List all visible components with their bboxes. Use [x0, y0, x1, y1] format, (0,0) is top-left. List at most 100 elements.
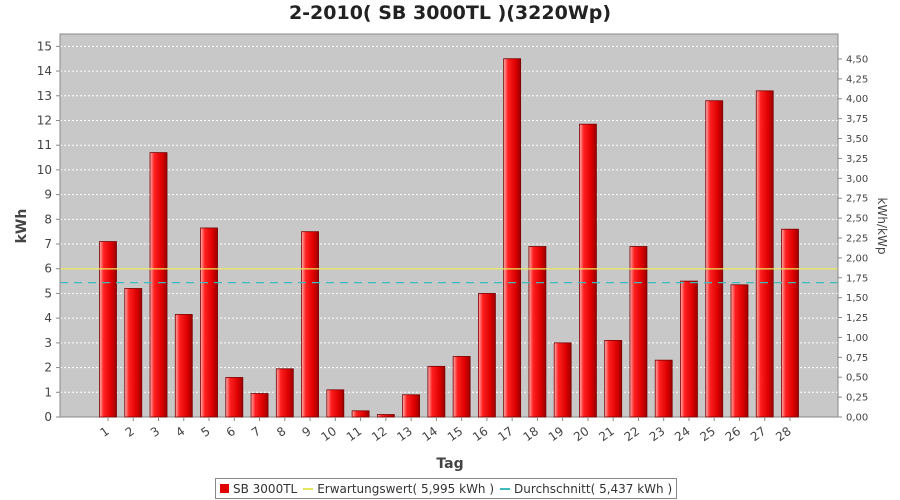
bar-day-20 [579, 123, 597, 418]
y2-tick-label-9: 2,25 [846, 233, 868, 244]
y2-tick-label-7: 1,75 [846, 273, 868, 284]
x-tick-label-23: 23 [647, 424, 668, 444]
y2-tick-label-13: 3,25 [846, 154, 868, 165]
bar-day-22 [629, 246, 648, 418]
bar-day-10 [326, 389, 345, 418]
bar-day-25 [705, 100, 724, 418]
x-tick-label-3: 3 [148, 424, 162, 440]
x-tick-label-20: 20 [571, 424, 592, 444]
y2-tick-label-10: 2,50 [846, 214, 868, 225]
bar-day-14 [427, 365, 446, 418]
y-tick-label-9: 9 [44, 188, 52, 202]
legend-label-expected: Erwartungswert( 5,995 kWh ) [317, 481, 495, 496]
bar-day-11 [351, 410, 370, 418]
x-tick-label-9: 9 [300, 424, 314, 440]
y-tick-label-12: 12 [37, 113, 52, 127]
x-tick-label-5: 5 [198, 424, 212, 440]
y-tick-label-6: 6 [44, 262, 52, 276]
bar-day-12 [376, 414, 395, 418]
y-tick-label-4: 4 [44, 311, 52, 325]
x-tick-label-15: 15 [445, 424, 466, 444]
bar-day-5 [200, 227, 218, 418]
x-tick-label-2: 2 [123, 424, 137, 440]
bar-day-3 [149, 152, 168, 418]
legend-swatch-average [500, 487, 511, 490]
y2-tick-label-15: 3,75 [846, 114, 868, 125]
bar-day-7 [250, 393, 269, 418]
x-tick-label-7: 7 [249, 424, 263, 440]
y2-tick-label-0: 0,00 [846, 413, 868, 424]
y-tick-label-0: 0 [44, 410, 52, 424]
x-tick-label-10: 10 [319, 424, 340, 444]
y2-tick-label-4: 1,00 [846, 333, 868, 344]
legend-item-expected: Erwartungswert( 5,995 kWh ) [303, 482, 494, 496]
bar-day-19 [553, 342, 572, 418]
bar-day-24 [680, 280, 698, 418]
bar-day-16 [477, 293, 496, 418]
y2-tick-label-6: 1,50 [846, 293, 868, 304]
bar-day-2 [124, 288, 143, 418]
x-tick-label-28: 28 [773, 424, 794, 444]
bar-day-26 [730, 284, 749, 418]
bar-day-4 [174, 314, 193, 418]
bar-day-23 [654, 359, 673, 418]
y2-tick-label-18: 4,50 [846, 54, 868, 65]
y2-tick-label-1: 0,25 [846, 393, 868, 404]
y2-tick-label-17: 4,25 [846, 74, 868, 85]
y-tick-label-15: 15 [37, 39, 52, 53]
bar-day-1 [99, 241, 117, 418]
x-axis-title: Tag [436, 456, 463, 472]
y-tick-label-2: 2 [44, 361, 52, 375]
x-tick-label-25: 25 [697, 424, 718, 444]
chart-title: 2-2010( SB 3000TL )(3220Wp) [288, 2, 612, 24]
x-tick-label-18: 18 [521, 424, 542, 444]
y-tick-label-3: 3 [44, 336, 52, 350]
x-tick-label-8: 8 [274, 424, 288, 440]
bar-day-8 [275, 368, 294, 418]
legend-swatch-series [220, 484, 229, 493]
y-axis-title: kWh [14, 209, 30, 244]
bar-day-17 [503, 58, 522, 418]
x-tick-label-24: 24 [672, 424, 693, 444]
legend-swatch-expected [303, 487, 314, 490]
x-tick-label-17: 17 [495, 424, 516, 444]
y-tick-label-10: 10 [37, 163, 52, 177]
x-tick-label-27: 27 [748, 424, 769, 444]
y2-tick-label-8: 2,00 [846, 253, 868, 264]
y2-axis-title: kWh/kWp [875, 198, 889, 255]
y-tick-label-1: 1 [44, 385, 52, 399]
bar-day-18 [528, 246, 547, 418]
y2-tick-label-5: 1,25 [846, 313, 868, 324]
x-tick-label-12: 12 [369, 424, 390, 444]
y2-tick-label-12: 3,00 [846, 174, 868, 185]
x-tick-label-21: 21 [596, 424, 617, 444]
y2-tick-label-11: 2,75 [846, 194, 868, 205]
bar-day-15 [452, 356, 471, 418]
y-tick-label-13: 13 [37, 89, 52, 103]
y-tick-label-8: 8 [44, 212, 52, 226]
x-tick-label-22: 22 [622, 424, 643, 444]
x-tick-label-26: 26 [723, 424, 744, 444]
x-tick-label-16: 16 [470, 424, 491, 444]
y-tick-label-5: 5 [44, 286, 52, 300]
legend-label-average: Durchschnitt( 5,437 kWh ) [514, 481, 673, 496]
y2-tick-label-14: 3,50 [846, 134, 868, 145]
x-tick-label-13: 13 [394, 424, 415, 444]
x-tick-label-1: 1 [97, 424, 111, 440]
bar-day-6 [225, 377, 244, 418]
bar-day-21 [604, 339, 623, 418]
legend-item-average: Durchschnitt( 5,437 kWh ) [500, 482, 672, 496]
y-tick-label-7: 7 [44, 237, 52, 251]
x-tick-label-6: 6 [224, 424, 238, 440]
bar-day-27 [755, 90, 774, 418]
x-tick-label-14: 14 [420, 424, 441, 444]
y-tick-label-11: 11 [37, 138, 52, 152]
bar-day-13 [402, 394, 421, 418]
legend-item-series: SB 3000TL [220, 482, 297, 496]
x-tick-label-11: 11 [344, 424, 365, 444]
bar-day-28 [781, 228, 799, 418]
x-tick-label-4: 4 [173, 424, 187, 440]
y2-tick-label-16: 4,00 [846, 94, 868, 105]
